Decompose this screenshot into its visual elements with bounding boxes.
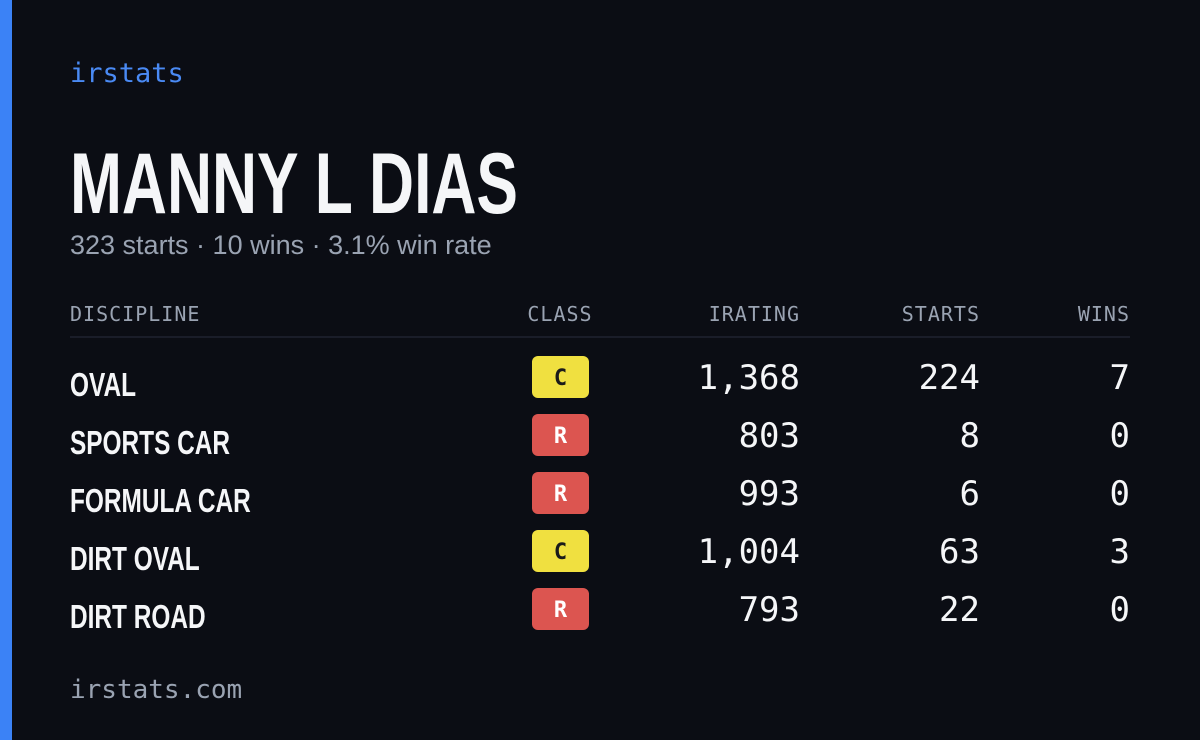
class-letter: C	[554, 540, 567, 565]
driver-summary: 323 starts · 10 wins · 3.1% win rate	[70, 230, 492, 260]
brand: irstats	[70, 58, 184, 89]
discipline-label: DIRT ROAD	[70, 600, 206, 636]
column-header: CLASS	[527, 302, 592, 326]
class-badge	[532, 356, 589, 398]
cell-wins: 3	[1110, 532, 1130, 572]
footer: irstats.com	[70, 675, 242, 705]
class-badge	[532, 530, 589, 572]
class-letter: C	[554, 366, 567, 391]
column-header: STARTS	[902, 302, 980, 326]
discipline-label: DIRT OVAL	[70, 542, 200, 578]
cell-irating: 793	[739, 590, 800, 630]
class-badge	[532, 472, 589, 514]
accent-bar	[0, 0, 12, 740]
class-badge	[532, 414, 589, 456]
cell-wins: 0	[1110, 474, 1130, 514]
discipline-label-group: SPORTS CAR	[70, 426, 230, 462]
cell-starts: 224	[919, 358, 980, 398]
class-letter: R	[554, 482, 568, 507]
class-badge	[532, 588, 589, 630]
discipline-label-group: DIRT OVAL	[70, 542, 200, 578]
discipline-label: OVAL	[70, 368, 136, 404]
column-header: DISCIPLINE	[70, 302, 200, 326]
cell-irating: 803	[739, 416, 800, 456]
driver-name: MANNY L DIAS	[70, 136, 518, 232]
discipline-label-group: OVAL	[70, 368, 136, 404]
cell-irating: 1,368	[698, 358, 800, 398]
cell-wins: 7	[1110, 358, 1130, 398]
discipline-label-group: FORMULA CAR	[70, 484, 251, 520]
cell-irating: 993	[739, 474, 800, 514]
discipline-label: FORMULA CAR	[70, 484, 251, 520]
class-letter: R	[554, 598, 568, 623]
cell-starts: 6	[960, 474, 980, 514]
column-header: IRATING	[709, 302, 800, 326]
class-letter: R	[554, 424, 568, 449]
cell-wins: 0	[1110, 416, 1130, 456]
cell-starts: 63	[939, 532, 980, 572]
discipline-label-group: DIRT ROAD	[70, 600, 206, 636]
cell-irating: 1,004	[698, 532, 800, 572]
discipline-label: SPORTS CAR	[70, 426, 230, 462]
cell-starts: 8	[960, 416, 980, 456]
cell-wins: 0	[1110, 590, 1130, 630]
column-header: WINS	[1078, 302, 1130, 326]
cell-starts: 22	[939, 590, 980, 630]
